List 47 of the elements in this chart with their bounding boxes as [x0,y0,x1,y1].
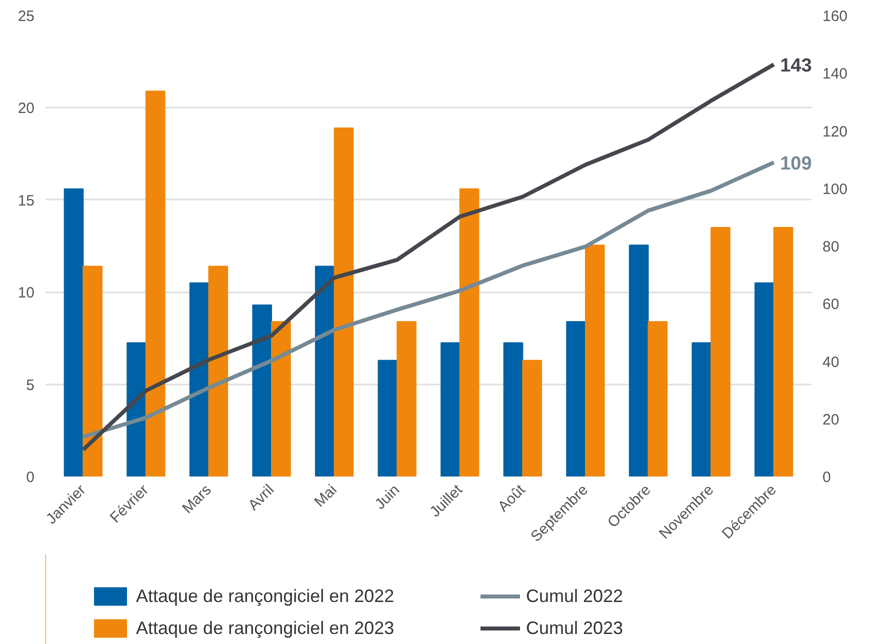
data-label: 109 [780,153,812,174]
line-series [81,62,776,452]
bar [754,282,774,476]
y2-tick-label: 160 [822,8,848,25]
bar [773,227,794,476]
line-series [81,160,776,439]
bar [208,266,228,476]
bar [271,321,291,476]
data-label: 143 [780,55,812,76]
bar [396,321,416,476]
bar [252,304,272,476]
bar [440,342,460,476]
bar [628,244,649,476]
legend-label: Attaque de rançongiciel en 2023 [136,618,394,638]
y2-tick-label: 20 [822,411,840,428]
bar [64,188,84,476]
y2-tick-label: 120 [822,123,848,140]
y-tick-label: 15 [18,192,35,210]
y-tick-label: 25 [18,8,35,25]
legend-label: Attaque de rançongiciel en 2022 [136,586,394,606]
bar [522,360,542,476]
bar [334,127,354,476]
y2-tick-label: 0 [822,469,831,486]
bar [459,188,480,476]
legend-label: Cumul 2023 [526,618,624,638]
bar [584,244,605,476]
y-tick-label: 10 [18,284,35,302]
bar [378,360,398,476]
bar [710,227,730,476]
y2-tick-label: 140 [822,66,848,83]
legend-label: Cumul 2022 [526,586,624,606]
bar [145,90,166,476]
bar [648,321,668,476]
y2-tick-label: 100 [822,180,848,198]
y-tick-label: 5 [26,376,34,394]
x-tick-label: Juin [372,481,404,513]
bar [314,266,335,476]
bar [82,266,103,476]
y2-tick-label: 80 [822,238,840,256]
bar [503,342,524,476]
x-tick-label: Mai [311,481,340,511]
y2-tick-label: 60 [822,296,840,314]
y-tick-label: 20 [18,100,35,118]
y2-tick-label: 40 [822,354,840,371]
y-tick-label: 0 [26,469,34,486]
bar [692,342,712,476]
bar [566,321,586,476]
